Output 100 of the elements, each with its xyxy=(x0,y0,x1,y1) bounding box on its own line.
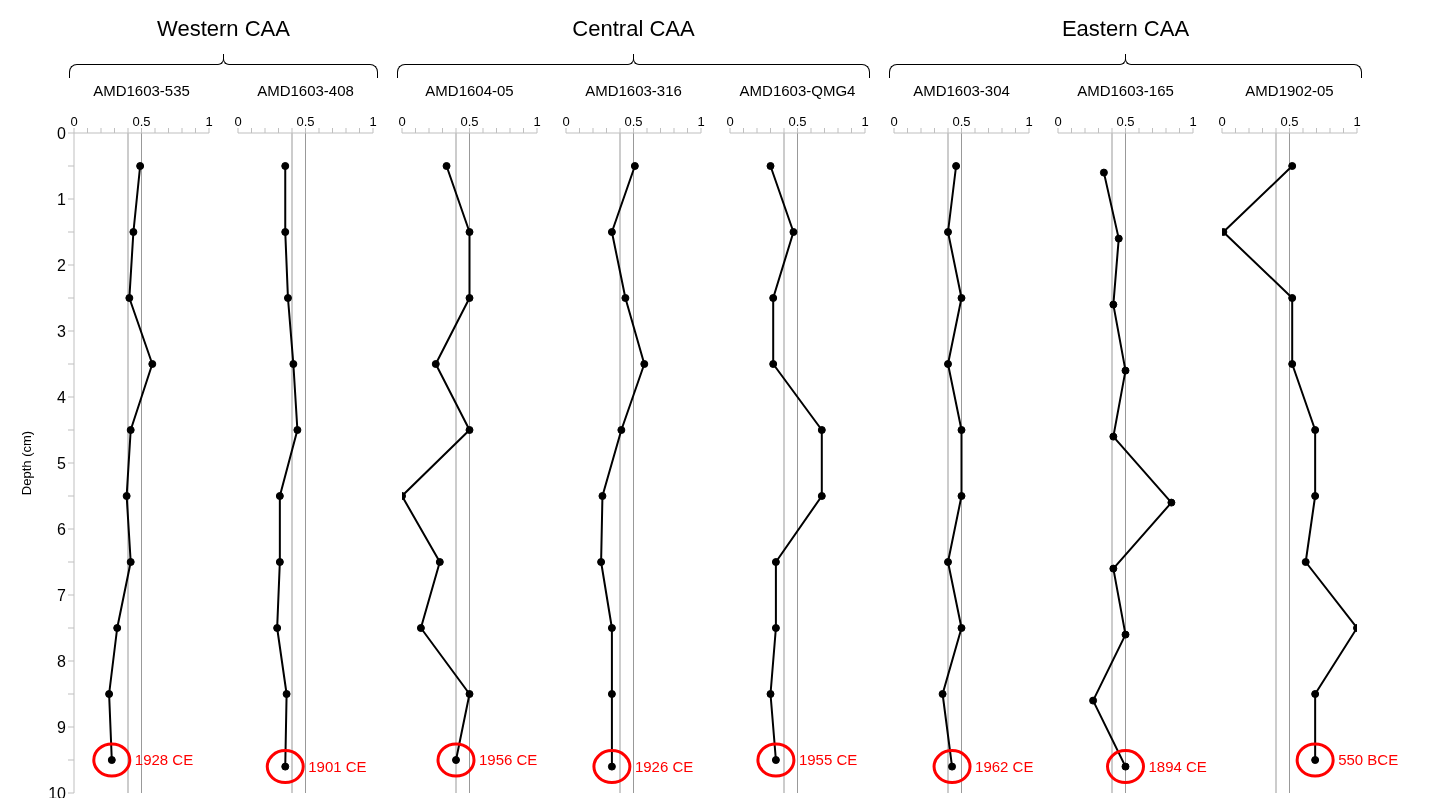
x-tick-label: 1 xyxy=(205,114,213,129)
point xyxy=(126,426,135,434)
x-tick-label: 1 xyxy=(369,114,377,129)
point xyxy=(952,162,961,170)
y-tick-label: 8 xyxy=(57,652,67,670)
point xyxy=(126,558,135,566)
text: Eastern CAA xyxy=(1060,16,1191,42)
point xyxy=(465,228,474,236)
point xyxy=(1121,366,1130,375)
x-tick-label: 0 xyxy=(562,114,570,129)
point xyxy=(293,426,302,434)
annotation: 1926 CE xyxy=(634,757,694,775)
y-tick-label: 5 xyxy=(57,454,67,472)
point xyxy=(148,360,157,368)
point xyxy=(607,690,616,698)
y-tick-label: 10 xyxy=(48,784,67,799)
chart-title: AMD1604-05 xyxy=(424,82,515,99)
point xyxy=(465,426,474,434)
point xyxy=(607,624,616,632)
y-tick-label: 3 xyxy=(57,322,67,340)
x-tick-label: 1 xyxy=(533,114,541,129)
y-tick-label: 4 xyxy=(57,388,67,406)
x-tick-label: 0.5 xyxy=(132,114,151,129)
x-tick-label: 0 xyxy=(398,114,406,129)
point xyxy=(957,624,966,632)
chart-title: AMD1902-05 xyxy=(1244,82,1335,99)
point xyxy=(273,624,282,632)
point xyxy=(640,360,649,368)
point xyxy=(769,360,778,368)
point xyxy=(465,294,474,302)
point xyxy=(1167,498,1176,507)
x-tick-label: 1 xyxy=(697,114,705,129)
annotation: 550 BCE xyxy=(1338,751,1399,768)
point xyxy=(1311,492,1320,500)
point xyxy=(597,558,606,566)
chart-title: AMD1603-408 xyxy=(256,82,355,99)
point xyxy=(617,426,626,434)
point xyxy=(281,228,290,236)
y-tick-label: 6 xyxy=(57,520,67,538)
point xyxy=(817,492,826,500)
x-tick-label: 0 xyxy=(1054,114,1062,129)
point xyxy=(1109,300,1118,309)
chart-title: AMD1603-QMG4 xyxy=(738,82,857,99)
y-tick-label: 1 xyxy=(57,190,67,208)
x-tick-label: 0 xyxy=(890,114,898,129)
point xyxy=(136,162,145,170)
point xyxy=(598,492,607,500)
point xyxy=(283,294,292,302)
point xyxy=(766,162,775,170)
point xyxy=(607,228,616,236)
point xyxy=(289,360,298,368)
chart-title: AMD1603-316 xyxy=(584,82,683,99)
point xyxy=(1114,234,1123,243)
text: Central CAA xyxy=(571,16,696,42)
point xyxy=(442,162,451,170)
point xyxy=(113,624,122,632)
point xyxy=(105,690,114,698)
chart-title: AMD1603-165 xyxy=(1076,82,1175,99)
point xyxy=(1311,426,1320,434)
chart-title: AMD1603-304 xyxy=(912,82,1011,99)
point xyxy=(129,228,138,236)
x-tick-label: 0 xyxy=(1218,114,1226,129)
point xyxy=(1109,432,1118,441)
point xyxy=(789,228,798,236)
point xyxy=(1288,294,1297,302)
text: Western CAA xyxy=(156,16,291,42)
annotation: 1901 CE xyxy=(308,757,367,775)
point xyxy=(275,558,284,566)
x-tick-label: 0.5 xyxy=(1280,114,1299,129)
point xyxy=(944,228,952,236)
point xyxy=(1109,564,1118,573)
x-tick-label: 1 xyxy=(1353,114,1361,129)
x-tick-label: 1 xyxy=(861,114,869,129)
point xyxy=(630,162,639,170)
x-tick-label: 0.5 xyxy=(624,114,643,129)
x-tick-label: 0.5 xyxy=(460,114,479,129)
point xyxy=(621,294,630,302)
annotation: 1894 CE xyxy=(1148,757,1207,775)
point xyxy=(1089,696,1098,705)
point xyxy=(766,690,775,698)
annotation: 1928 CE xyxy=(134,751,194,768)
point xyxy=(769,294,778,302)
point xyxy=(282,690,291,698)
point xyxy=(1301,558,1310,566)
y-tick-label: 7 xyxy=(57,586,67,604)
x-tick-label: 1 xyxy=(1189,114,1197,129)
point xyxy=(1288,162,1297,170)
x-tick-label: 1 xyxy=(1025,114,1033,129)
annotation: 1956 CE xyxy=(479,751,538,768)
point xyxy=(281,162,290,170)
point xyxy=(122,492,131,500)
x-tick-label: 0.5 xyxy=(952,114,971,129)
point xyxy=(1311,690,1320,698)
point xyxy=(125,294,134,302)
point xyxy=(416,624,425,632)
annotation: 1955 CE xyxy=(798,751,858,768)
point xyxy=(435,558,444,566)
x-tick-label: 0.5 xyxy=(296,114,315,129)
x-tick-label: 0 xyxy=(234,114,242,129)
chart-title: AMD1603-535 xyxy=(92,82,191,99)
